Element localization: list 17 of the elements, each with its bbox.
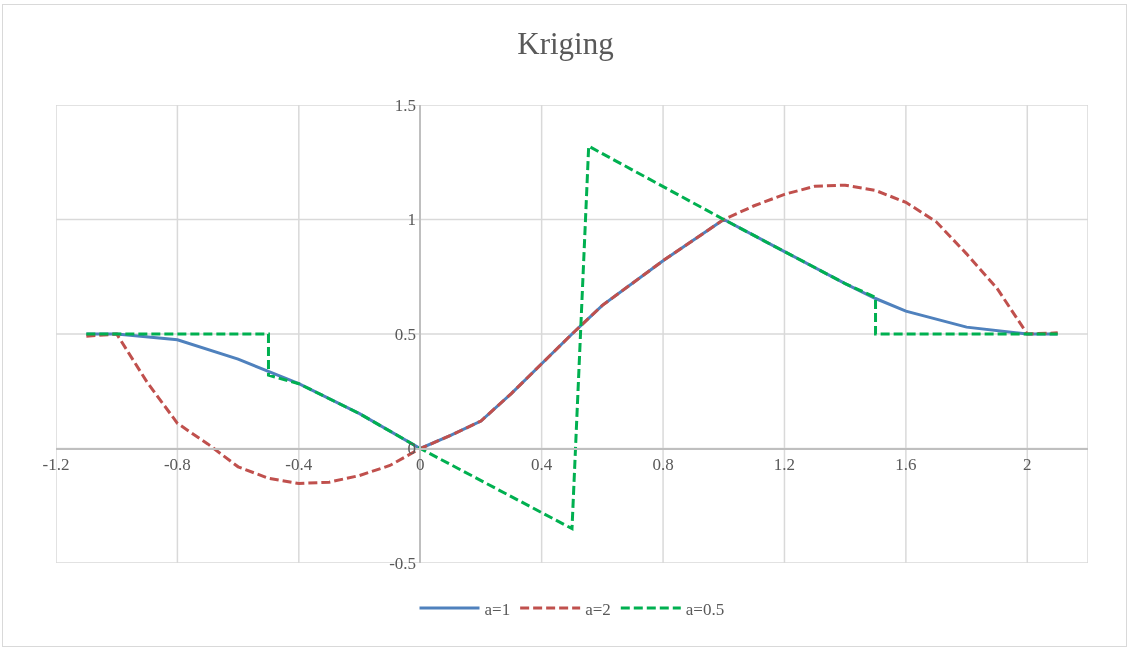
x-tick-label: -0.4 [285,454,313,474]
x-tick-label: -1.2 [42,454,70,474]
legend-label: a=2 [585,599,611,619]
x-tick-label: 0.8 [652,454,674,474]
y-tick-label: -0.5 [389,553,417,573]
y-tick-label: 1 [407,210,417,230]
y-tick-label: 0 [407,439,417,459]
x-tick-label: 2 [1023,454,1032,474]
legend-label: a=0.5 [685,599,725,619]
x-tick-label: 1.2 [773,454,796,474]
x-tick-label: 1.6 [895,454,917,474]
legend-label: a=1 [484,599,511,619]
y-tick-label: 1.5 [394,95,417,115]
chart-title: Kriging [517,26,614,62]
y-tick-label: 0.5 [394,324,417,344]
x-tick-label: -0.8 [163,454,191,474]
x-tick-label: 0.4 [531,454,553,474]
